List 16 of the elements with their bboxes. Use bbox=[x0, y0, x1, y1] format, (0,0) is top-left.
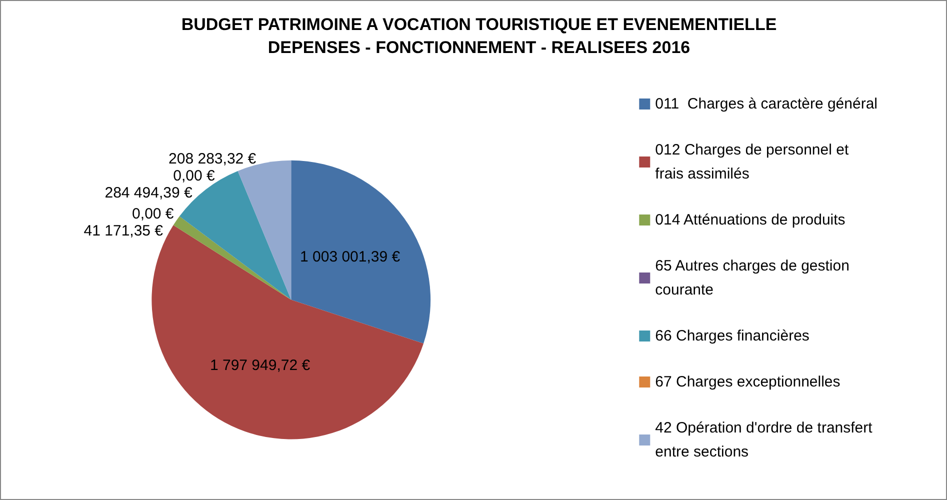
data-label: 284 494,39 € bbox=[104, 184, 193, 202]
legend-label: 011 Charges à caractère général bbox=[655, 96, 878, 112]
data-label: 1 797 949,72 € bbox=[210, 357, 311, 374]
legend-label: 66 Charges financières bbox=[655, 328, 810, 344]
data-label: 208 283,32 € bbox=[168, 150, 257, 168]
data-label: 41 171,35 € bbox=[84, 222, 164, 240]
legend-label: 014 Atténuations de produits bbox=[655, 212, 846, 228]
legend-label: 65 Autres charges de gestion courante bbox=[655, 258, 850, 298]
text: 0,00 € bbox=[173, 168, 215, 185]
chart-subtitle: DEPENSES - FONCTIONNEMENT - REALISEES 2016 bbox=[268, 38, 690, 57]
legend-label: 012 Charges de personnel et frais assimilés bbox=[655, 142, 850, 182]
legend-label: 67 Charges exceptionnelles bbox=[655, 374, 840, 390]
data-label: 1 003 001,39 € bbox=[300, 248, 401, 266]
legend-label: 42 Opération d'ordre de transfert entre sections bbox=[655, 420, 874, 460]
text: 0,00 € bbox=[132, 205, 174, 222]
chart-title: BUDGET PATRIMOINE A VOCATION TOURISTIQUE ET EVENEMENTIELLE bbox=[181, 15, 777, 34]
